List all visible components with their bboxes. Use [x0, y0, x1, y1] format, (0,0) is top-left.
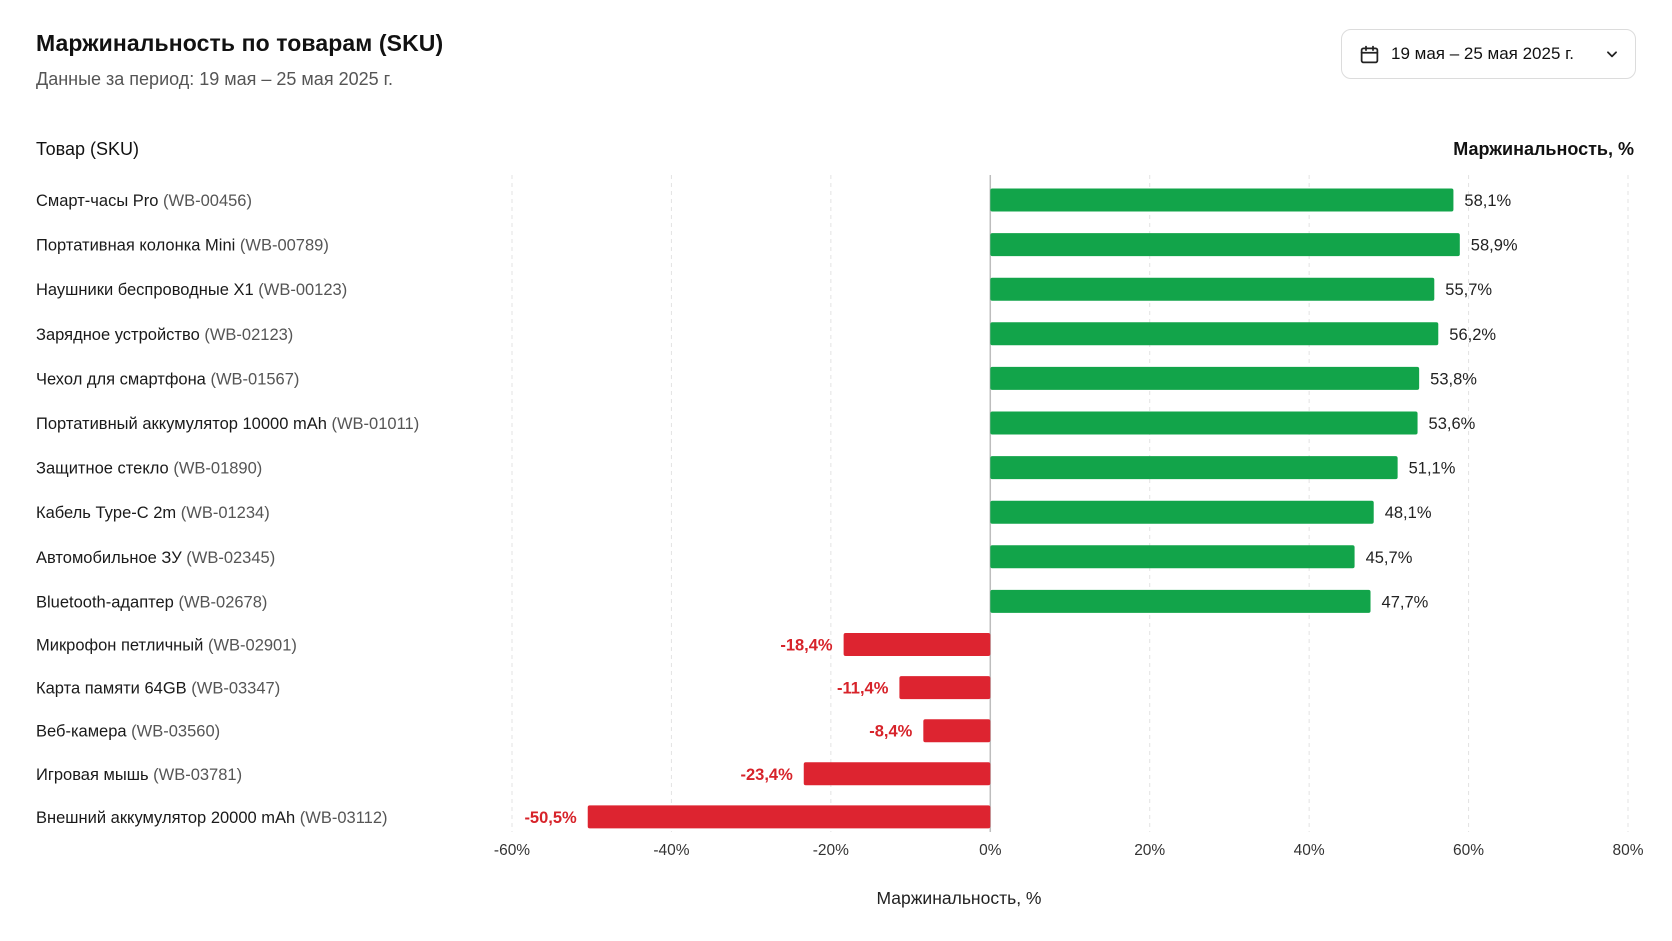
- bar-positive: [990, 322, 1439, 346]
- bar-positive: [990, 188, 1454, 212]
- row-label: Портативный аккумулятор 10000 mAh (WB-01…: [36, 415, 419, 433]
- row-label: Микрофон петличный (WB-02901): [36, 637, 297, 655]
- date-range-label: 19 мая – 25 мая 2025 г.: [1391, 44, 1574, 63]
- row-label: Автомобильное ЗУ (WB-02345): [36, 549, 275, 567]
- bar-value-label: 48,1%: [1385, 504, 1432, 522]
- x-tick-label: -40%: [653, 842, 689, 859]
- x-tick-label: -60%: [494, 842, 530, 859]
- row-label: Чехол для смартфона (WB-01567): [36, 370, 299, 388]
- x-tick-label: -20%: [813, 842, 849, 859]
- row-label: Карта памяти 64GB (WB-03347): [36, 680, 280, 698]
- bar-value-label: 53,8%: [1430, 370, 1477, 388]
- column-header-margin: Маржинальность, %: [1453, 139, 1634, 159]
- row-label: Зарядное устройство (WB-02123): [36, 326, 293, 344]
- column-header-sku: Товар (SKU): [36, 139, 139, 159]
- page-title: Маржинальность по товарам (SKU): [36, 30, 444, 56]
- period-subtitle: Данные за период: 19 мая – 25 мая 2025 г…: [36, 69, 393, 89]
- bar-positive: [990, 366, 1420, 390]
- x-tick-label: 80%: [1612, 842, 1643, 859]
- row-label: Кабель Type-C 2m (WB-01234): [36, 504, 270, 522]
- row-label: Наушники беспроводные X1 (WB-00123): [36, 281, 347, 299]
- bar-positive: [990, 545, 1355, 569]
- row-label: Веб-камера (WB-03560): [36, 723, 220, 741]
- row-label: Bluetooth-адаптер (WB-02678): [36, 593, 267, 611]
- row-label: Портативная колонка Mini (WB-00789): [36, 237, 329, 255]
- chart-row-labels: Смарт-часы Pro (WB-00456) Портативная кол…: [36, 192, 419, 827]
- date-range-picker[interactable]: 19 мая – 25 мая 2025 г.: [1341, 29, 1636, 79]
- bar-value-label: -50,5%: [524, 809, 577, 827]
- bar-positive: [990, 233, 1460, 257]
- row-label: Игровая мышь (WB-03781): [36, 766, 242, 784]
- chart-value-labels: 58,1% 58,9% 55,7% 56,2% 53,8% 53,6% 51,1% 48,1%…: [524, 192, 1517, 827]
- bar-negative: [587, 805, 991, 829]
- bar-value-label: -18,4%: [780, 637, 833, 655]
- calendar-icon: [1360, 45, 1379, 63]
- x-tick-label: 0%: [979, 842, 1002, 859]
- bar-value-label: 45,7%: [1366, 549, 1413, 567]
- bar-negative: [843, 633, 991, 656]
- x-axis-title: Маржинальность, %: [876, 888, 1041, 908]
- bar-positive: [990, 411, 1418, 435]
- bar-negative: [899, 676, 991, 700]
- bar-negative: [923, 719, 991, 743]
- bar-value-label: 47,7%: [1382, 593, 1429, 611]
- chart-bars: [587, 188, 1460, 829]
- bar-value-label: 58,9%: [1471, 237, 1518, 255]
- x-tick-label: 20%: [1134, 842, 1165, 859]
- bar-negative: [803, 762, 991, 786]
- bar-value-label: 55,7%: [1445, 281, 1492, 299]
- chart-x-ticks: -60% -40% -20% 0% 20% 40% 60% 80%: [494, 842, 1644, 859]
- row-label: Смарт-часы Pro (WB-00456): [36, 192, 252, 210]
- bar-positive: [990, 589, 1371, 613]
- chevron-down-icon: [1607, 51, 1617, 58]
- bar-value-label: -23,4%: [740, 766, 793, 784]
- row-label: Защитное стекло (WB-01890): [36, 460, 262, 478]
- bar-value-label: -8,4%: [869, 723, 912, 741]
- bar-value-label: 58,1%: [1464, 192, 1511, 210]
- x-tick-label: 60%: [1453, 842, 1484, 859]
- x-tick-label: 40%: [1294, 842, 1325, 859]
- bar-value-label: 56,2%: [1449, 326, 1496, 344]
- bar-value-label: 51,1%: [1409, 460, 1456, 478]
- bar-positive: [990, 277, 1435, 301]
- bar-value-label: -11,4%: [837, 680, 889, 698]
- bar-positive: [990, 500, 1374, 524]
- bar-positive: [990, 456, 1398, 480]
- bar-value-label: 53,6%: [1429, 415, 1476, 433]
- row-label: Внешний аккумулятор 20000 mAh (WB-03112): [36, 809, 388, 827]
